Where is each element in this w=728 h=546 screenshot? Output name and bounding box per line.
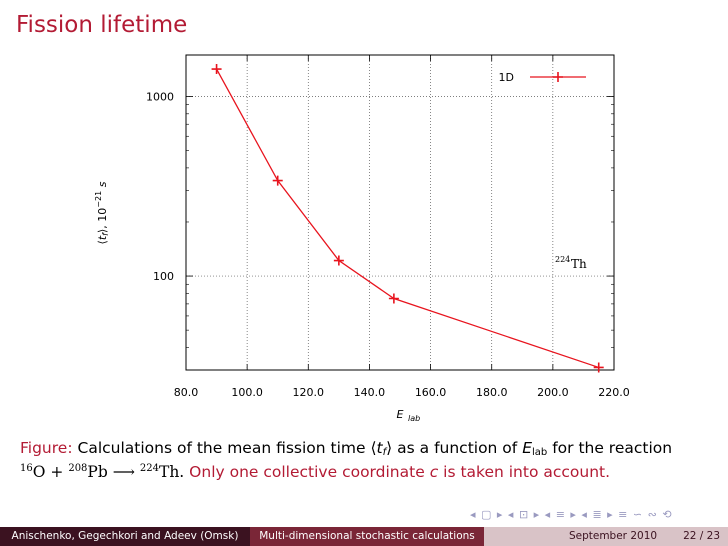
x-tick-label: 80.0 bbox=[174, 386, 199, 399]
plot-frame bbox=[185, 54, 615, 371]
fission-lifetime-chart: 80.0 100.0 120.0 140.0 160.0 180.0 200.0 220.0 1… bbox=[94, 54, 630, 423]
data-point-marker bbox=[388, 293, 399, 304]
x-tick-label: 120.0 bbox=[293, 386, 325, 399]
y-tick-label: 1000 bbox=[146, 90, 174, 103]
caption-text-2: as a function of bbox=[397, 439, 518, 457]
series-line bbox=[216, 68, 599, 369]
figure-caption: Figure: Calculations of the mean fission… bbox=[20, 439, 673, 481]
data-point-marker bbox=[593, 362, 604, 373]
footer-meta: September 2010 22 / 23 bbox=[484, 527, 728, 546]
legend-label: 1D bbox=[499, 71, 514, 84]
caption-tf-sub: f bbox=[382, 447, 387, 458]
annotation-mass-number: 224 bbox=[555, 255, 570, 264]
y-axis-label: ⟨tf⟩, 10−21 s bbox=[94, 181, 110, 244]
caption-label: Figure: bbox=[20, 439, 73, 457]
data-point-marker bbox=[272, 175, 283, 186]
caption-text-3: for the reaction bbox=[552, 439, 673, 457]
data-point-marker bbox=[333, 255, 344, 266]
x-tick-label: 200.0 bbox=[537, 386, 569, 399]
x-tick-label: 140.0 bbox=[354, 386, 386, 399]
annotation-nucleus: Th bbox=[571, 257, 587, 271]
x-tick-label: 160.0 bbox=[415, 386, 447, 399]
x-axis-label: E bbox=[397, 408, 404, 421]
beamer-navigation-icons[interactable]: ◂ ▢ ▸ ◂ ⊡ ▸ ◂ ≡ ▸ ◂ ≣ ▸ ≡ ∽ ∾ ⟲ bbox=[470, 508, 673, 521]
data-point-marker bbox=[211, 64, 222, 75]
caption-elab-symbol: E bbox=[522, 439, 532, 457]
footer-bar: Anischenko, Gegechkori and Adeev (Omsk) … bbox=[0, 527, 728, 546]
caption-note: Only one collective coordinate c is take… bbox=[189, 463, 611, 481]
x-tick-label: 100.0 bbox=[231, 386, 263, 399]
legend-marker bbox=[553, 72, 563, 82]
x-tick-label: 180.0 bbox=[476, 386, 508, 399]
footer-talk-title: Multi-dimensional stochastic calculation… bbox=[250, 527, 484, 546]
x-axis-label-sub: lab bbox=[408, 414, 420, 423]
y-tick-label: 100 bbox=[153, 270, 174, 283]
footer-page-number: 22 / 23 bbox=[683, 530, 720, 542]
caption-text-1: Calculations of the mean fission time bbox=[77, 439, 366, 457]
caption-reaction: 16O + 208Pb ⟶ 224Th. bbox=[20, 463, 185, 481]
caption-tf-symbol: t bbox=[376, 439, 383, 457]
footer-authors: Anischenko, Gegechkori and Adeev (Omsk) bbox=[0, 527, 250, 546]
caption-elab-sub: lab bbox=[532, 447, 548, 458]
slide-title: Fission lifetime bbox=[16, 12, 188, 38]
x-tick-label: 220.0 bbox=[598, 386, 630, 399]
footer-date: September 2010 bbox=[568, 530, 658, 542]
